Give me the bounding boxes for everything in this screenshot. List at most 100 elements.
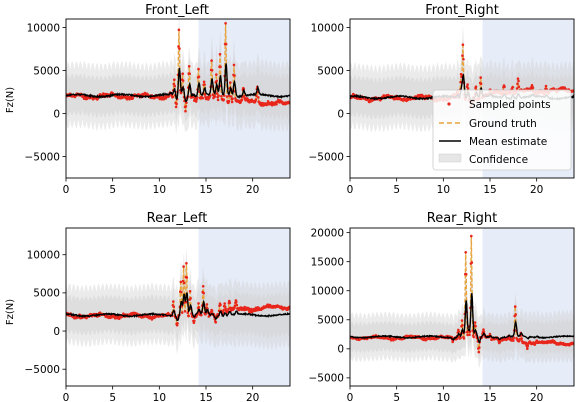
sampled-point (514, 313, 517, 316)
legend-box (432, 89, 572, 171)
sampled-point (222, 311, 225, 314)
y-tick-label: 15000 (311, 256, 344, 268)
sampled-point (235, 303, 239, 307)
sampled-point (460, 319, 464, 322)
x-tick-label: 15 (483, 184, 496, 196)
sampled-point (526, 347, 529, 351)
sampled-point (512, 336, 516, 340)
panel-title: Rear_Right (427, 211, 498, 226)
sampled-point (229, 81, 232, 84)
sampled-point (213, 95, 217, 98)
x-tick-label: 0 (63, 184, 70, 196)
sampled-point (194, 100, 198, 103)
sampled-point (181, 72, 184, 75)
sampled-point (479, 82, 483, 86)
sampled-point (461, 54, 464, 57)
sampled-point (188, 290, 192, 293)
mean-estimate-line (350, 293, 574, 344)
sampled-point (215, 79, 218, 83)
sampled-point (174, 105, 178, 109)
sampled-point (511, 86, 515, 89)
y-tick-label: −5000 (24, 364, 60, 376)
x-tick-label: 0 (347, 184, 354, 196)
sampled-point (222, 98, 225, 101)
sampled-point (193, 319, 196, 323)
sampled-point (464, 272, 468, 276)
sampled-point (182, 265, 185, 268)
legend-marker-sampled (447, 102, 451, 106)
sampled-point (201, 96, 204, 100)
sampled-point (197, 75, 201, 79)
legend-label: Mean estimate (469, 136, 547, 148)
sampled-point (466, 87, 470, 90)
sampled-point (526, 344, 530, 348)
sampled-point (177, 45, 180, 48)
sampled-point (227, 99, 231, 103)
x-tick-label: 20 (530, 392, 543, 402)
sampled-point (544, 84, 548, 88)
panel-title: Front_Right (425, 3, 499, 18)
sampled-point (461, 324, 464, 327)
sampled-point (184, 105, 188, 108)
sampled-point (240, 98, 244, 102)
confidence-band-inner (66, 259, 290, 343)
sampled-point (231, 97, 234, 100)
y-tick-label: 10000 (311, 22, 344, 34)
sampled-point (183, 310, 187, 313)
x-tick-label: 10 (437, 392, 450, 402)
sampled-point (224, 42, 228, 46)
sampled-point (202, 80, 206, 84)
sampled-point (197, 306, 201, 309)
sampled-point (275, 102, 278, 106)
sampled-point (466, 83, 469, 86)
sampled-point (459, 336, 462, 340)
panel-front-left: Front_Left Fz(N) 0 5 10 15 20 −5000 0 5000 10000 (5, 3, 291, 196)
sampled-point (172, 82, 176, 86)
y-tick-label: 0 (53, 326, 60, 338)
sampled-point (185, 262, 188, 265)
sampled-point (473, 321, 477, 324)
x-tick-label: 5 (109, 184, 116, 196)
sampled-point (516, 82, 519, 86)
panel-title: Rear_Left (147, 211, 208, 226)
sampled-point (179, 280, 183, 284)
sampled-point (182, 281, 186, 285)
sampled-point (464, 251, 468, 254)
y-axis-label: Fz(N) (5, 299, 16, 325)
x-tick-label: 5 (393, 392, 400, 402)
sampled-point (233, 74, 236, 77)
sampled-point (224, 22, 227, 25)
sampled-point (171, 95, 175, 99)
sampled-point (234, 97, 237, 100)
sampled-point (181, 279, 185, 283)
y-tick-label: 5000 (33, 65, 60, 77)
sampled-point (214, 321, 218, 324)
prediction-region (482, 228, 574, 386)
sampled-point (520, 337, 523, 340)
sampled-point (466, 333, 469, 337)
sampled-point (201, 285, 205, 288)
y-tick-label: 10000 (27, 22, 60, 34)
axes-frame (65, 227, 291, 387)
y-tick-label: −5000 (24, 151, 60, 163)
x-tick-label: 10 (437, 184, 450, 196)
sampled-point (216, 98, 220, 102)
x-tick-label: 15 (199, 392, 212, 402)
sampled-point (474, 324, 477, 328)
panel-rear-left: Rear_Left Fz(N) 0 5 10 15 20 −5000 0 5000 10000 (5, 211, 291, 402)
sampled-point (459, 80, 462, 84)
sampled-point (184, 109, 187, 113)
panel-rear-right: Rear_Right 0 5 10 15 20−50000500010000150002… (308, 211, 575, 402)
y-tick-label: 10000 (27, 250, 60, 262)
x-tick-label: 0 (63, 392, 70, 402)
y-tick-label: 5000 (317, 315, 344, 327)
sampled-point (230, 100, 234, 104)
legend-label: Ground truth (469, 118, 537, 130)
sampled-point (210, 69, 214, 72)
sampled-point (457, 330, 461, 333)
y-tick-label: 0 (337, 344, 344, 356)
sampled-point (185, 276, 189, 279)
sampled-point (210, 309, 214, 313)
legend-marker-confidence (438, 153, 462, 163)
sampled-point (479, 76, 483, 79)
